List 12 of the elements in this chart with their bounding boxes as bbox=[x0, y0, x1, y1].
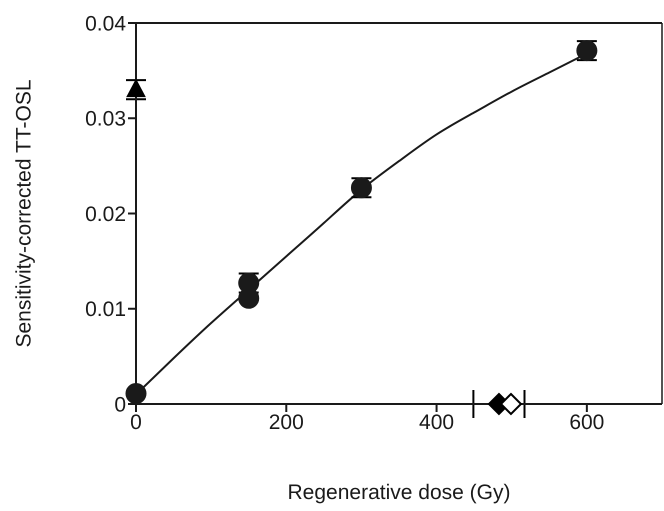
y-tick-label: 0.03 bbox=[85, 108, 126, 131]
y-tick-label: 0 bbox=[114, 393, 126, 416]
x-axis-title: Regenerative dose (Gy) bbox=[288, 481, 510, 504]
x-tick-label: 0 bbox=[130, 410, 142, 434]
x-tick-label: 200 bbox=[268, 410, 304, 434]
y-tick-label: 0.01 bbox=[85, 298, 126, 322]
y-axis-title: Sensitivity-corrected TT-OSL bbox=[12, 79, 36, 348]
y-tick-label: 0.04 bbox=[85, 12, 126, 36]
x-tick-label: 600 bbox=[569, 410, 604, 434]
point bbox=[126, 383, 146, 404]
x-tick-label: 400 bbox=[419, 410, 454, 434]
y-tick-label: 0.02 bbox=[85, 202, 126, 226]
